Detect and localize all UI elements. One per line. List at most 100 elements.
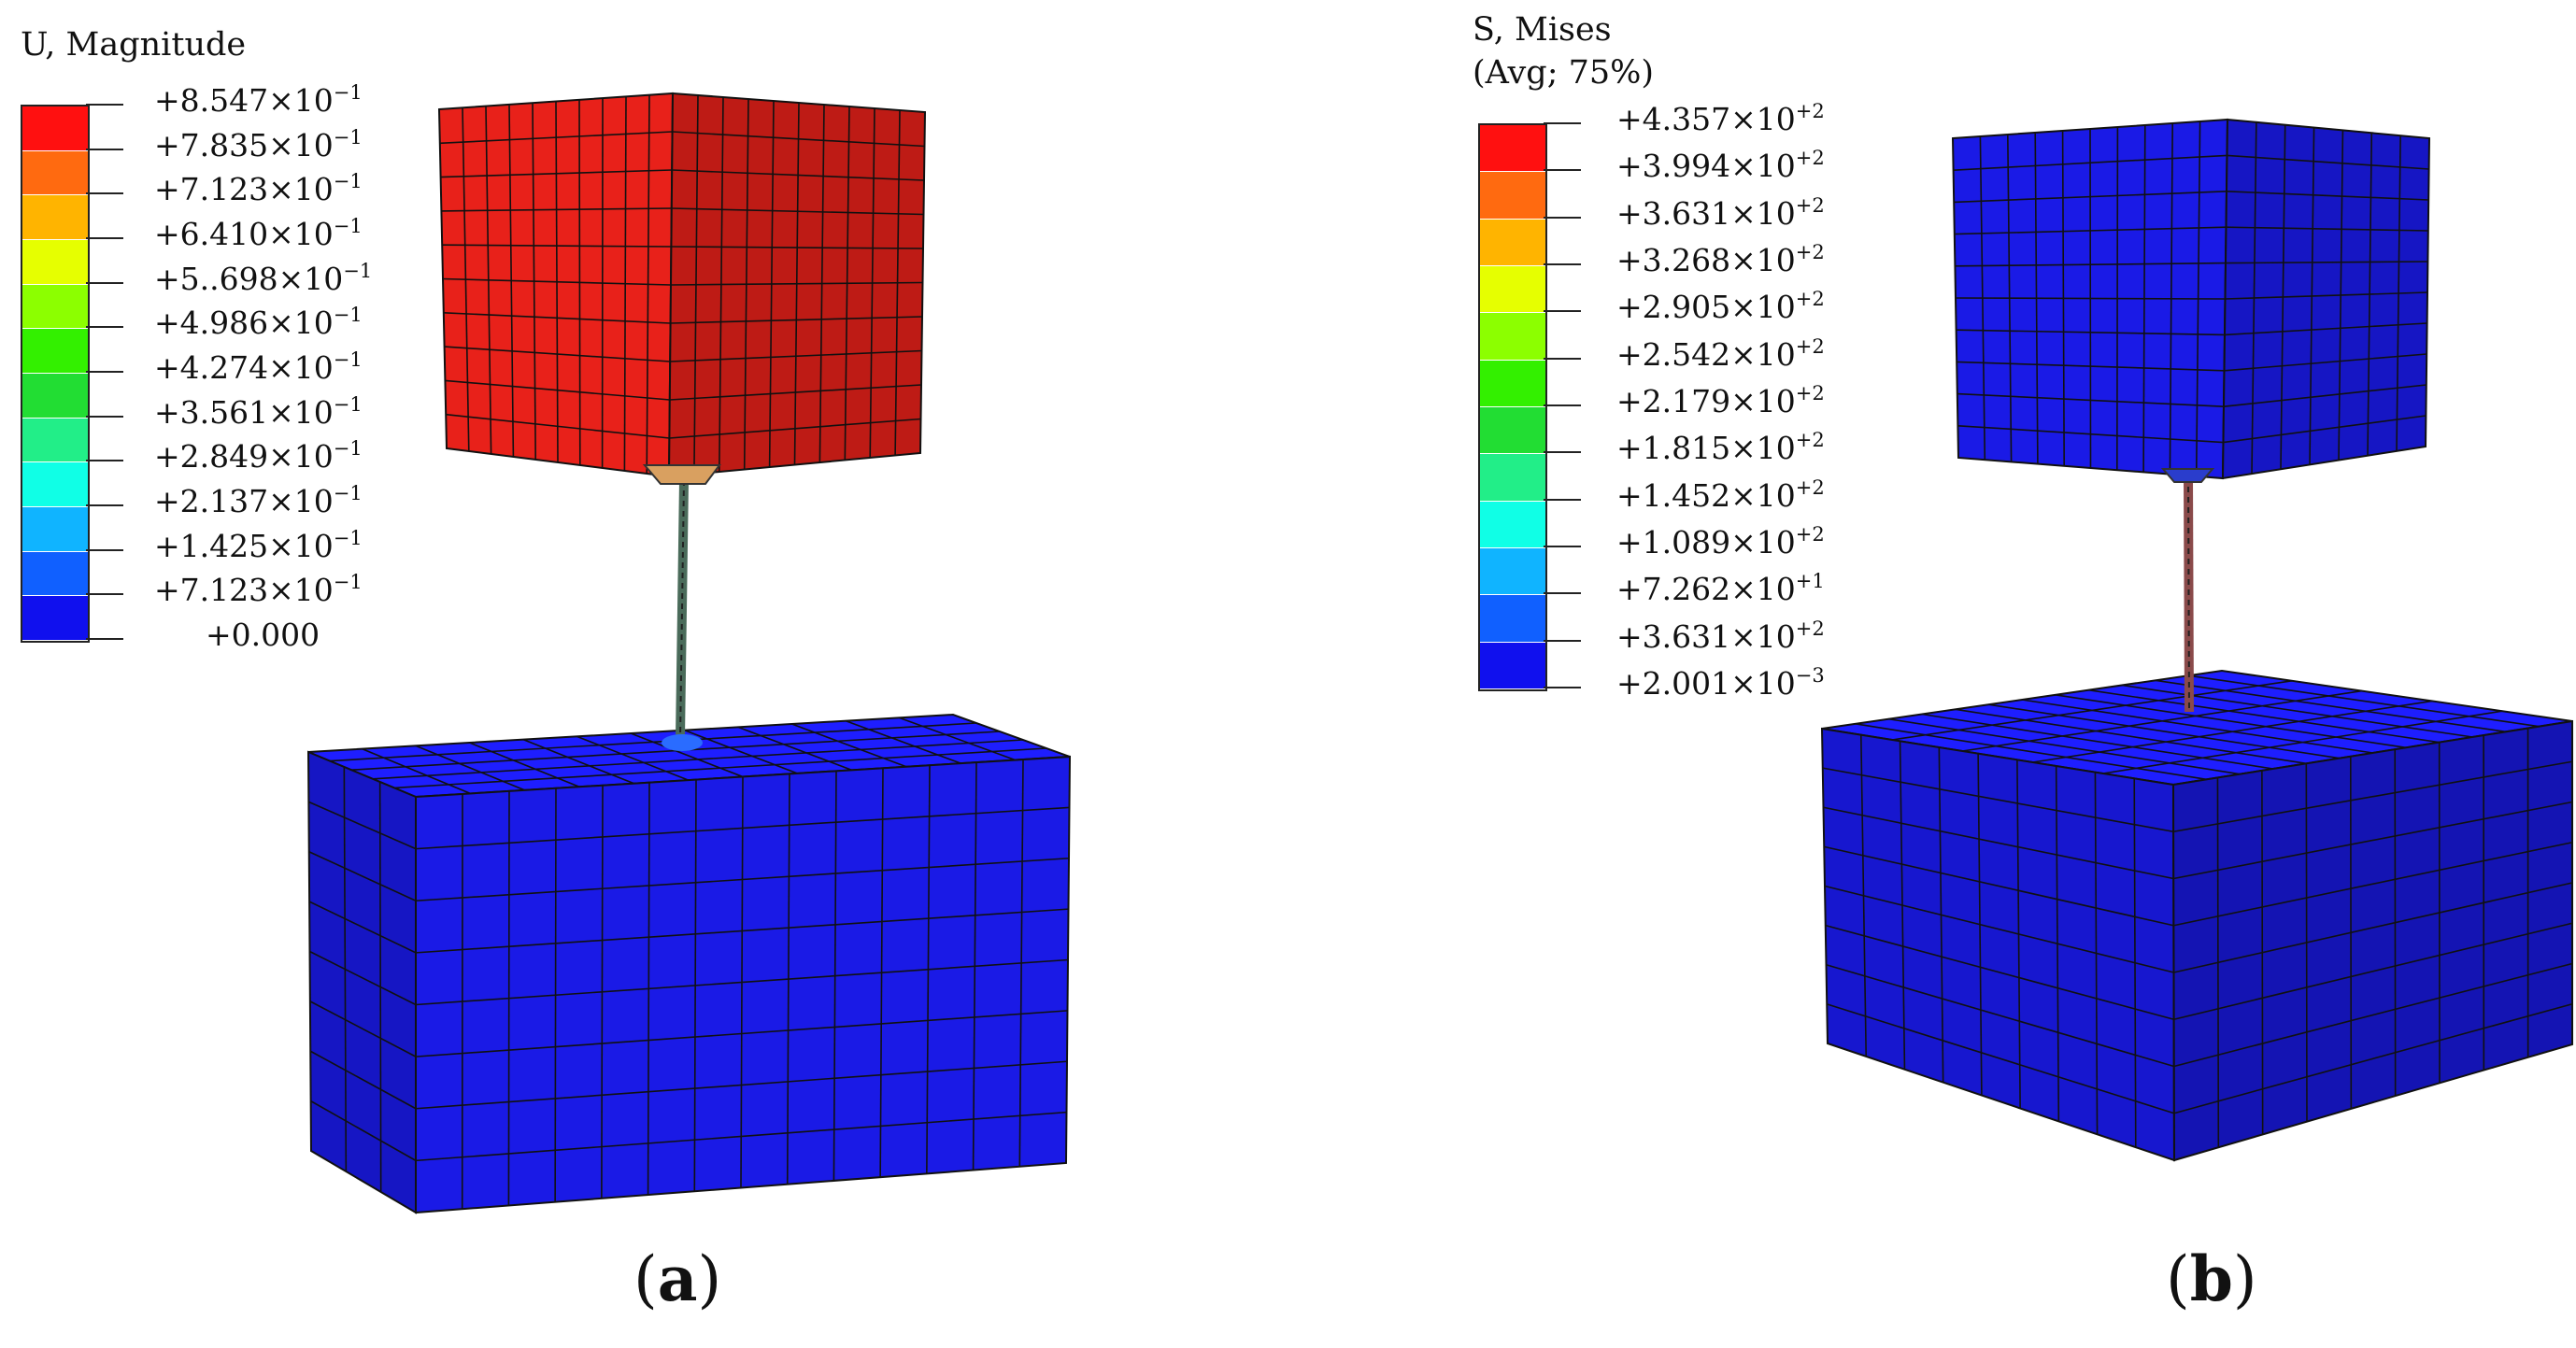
mesh-line: [2226, 226, 2428, 232]
mesh-line: [415, 958, 1069, 1006]
legend-value-exponent: +2: [1795, 382, 1825, 404]
mesh-line: [469, 742, 580, 788]
legend-tick: [1544, 263, 1581, 265]
legend-value-mantissa: +8.547: [154, 82, 269, 119]
mesh-line: [2102, 710, 2503, 774]
legend-tick: [86, 548, 123, 551]
mesh-line: [670, 281, 923, 286]
rod-texture: [2187, 475, 2190, 713]
legend-times-ten: ×10: [268, 572, 334, 609]
rod-base-marker: [662, 734, 703, 751]
mesh-line: [440, 169, 673, 178]
mesh-line: [2223, 384, 2427, 407]
rod-collar: [642, 464, 721, 485]
mesh-line: [415, 745, 525, 791]
mesh-line: [2223, 415, 2427, 444]
mesh-line: [2225, 261, 2428, 264]
legend-tick-label: +2.179×10+2: [1616, 382, 1825, 419]
legend-times-ten: ×10: [1730, 383, 1796, 419]
lower-block-right-face-fill: [415, 755, 1072, 1214]
legend-value-exponent: −1: [333, 348, 363, 371]
legend-tick-label: +5..698×10−1: [154, 260, 372, 297]
mesh-line: [1824, 885, 2174, 973]
legend-swatch: [22, 284, 88, 330]
legend-tick-label: +1.452×10+2: [1616, 475, 1825, 513]
upper-block: [437, 92, 927, 478]
legend-value-mantissa: +7.262: [1616, 571, 1731, 608]
panel-b: S, Mises (Avg; 75%) +4.357×10+2 +3.994×10…: [1288, 0, 2576, 1348]
legend-times-ten: ×10: [278, 260, 344, 297]
legend-tick-label: +2.905×10+2: [1616, 288, 1825, 326]
legend-value-mantissa: +2.849: [154, 438, 269, 475]
legend-times-ten: ×10: [268, 216, 334, 252]
mesh-line: [630, 732, 744, 778]
mesh-line: [2173, 882, 2573, 973]
mesh-line: [2173, 1002, 2573, 1114]
lower-block-left-face-fill: [1820, 727, 2176, 1162]
legend-tick: [86, 104, 123, 106]
legend-value-exponent: −1: [333, 437, 363, 461]
mesh-line: [1955, 262, 2227, 267]
legend-value-exponent: −1: [333, 482, 363, 504]
fea-model-diagram: [306, 92, 1072, 1214]
mesh-line: [2188, 674, 2540, 728]
mesh-line: [672, 131, 925, 148]
legend-times-ten: ×10: [1730, 148, 1796, 185]
legend-tick-label: +2.542×10+2: [1616, 335, 1825, 373]
mesh-line: [1954, 226, 2227, 235]
lower-block-right-face: [2171, 719, 2573, 1162]
legend-times-ten: ×10: [1730, 194, 1796, 232]
legend-swatch: [1480, 219, 1545, 266]
mesh-line: [1824, 845, 2174, 927]
legend-tick: [86, 415, 123, 418]
mesh-line: [2173, 801, 2573, 880]
legend-swatch: [22, 507, 88, 552]
legend-tick: [1544, 546, 1581, 547]
legend-times-ten: ×10: [268, 438, 334, 475]
legend-value-exponent: +1: [1795, 570, 1825, 593]
legend-value-mantissa: +3.268: [1616, 242, 1731, 278]
legend-value-exponent: +2: [1795, 288, 1825, 311]
legend-times-ten: ×10: [1730, 335, 1796, 373]
legend-tick-label: +3.994×10+2: [1616, 149, 1825, 183]
legend-value-mantissa: +2.905: [1616, 289, 1731, 326]
mesh-line: [1855, 723, 2207, 781]
mesh-line: [1827, 1003, 2175, 1114]
mesh-line: [2055, 694, 2407, 749]
legend-times-ten: ×10: [1730, 617, 1796, 655]
legend-value-exponent: +2: [1795, 241, 1825, 263]
legend-times-ten: ×10: [1730, 242, 1796, 278]
mesh-line: [2032, 700, 2433, 763]
legend-swatch: [1480, 125, 1545, 173]
legend-tick-label: +7.835×10−1: [154, 127, 363, 163]
mesh-line: [672, 169, 925, 181]
legend-tick-label: +8.547×10−1: [154, 82, 363, 119]
legend-times-ten: ×10: [1730, 101, 1796, 137]
mesh-line: [1892, 680, 2293, 741]
mesh-line: [1921, 713, 2273, 770]
legend-tick-label: +4.274×10−1: [154, 348, 363, 386]
legend-tick-label: +7.123×10−1: [154, 172, 363, 206]
mesh-line: [1957, 361, 2225, 372]
legend-times-ten: ×10: [268, 349, 334, 386]
legend-value-exponent: +2: [1795, 475, 1825, 499]
lower-block-left-face: [306, 750, 417, 1214]
legend-times-ten: ×10: [1730, 289, 1796, 326]
legend-times-ten: ×10: [268, 527, 334, 564]
legend-swatch: [1480, 642, 1545, 689]
legend-tick-label: +2.137×10−1: [154, 482, 363, 518]
legend-title: U, Magnitude: [21, 26, 247, 64]
legend-subtitle: (Avg; 75%): [1473, 54, 1655, 92]
legend-tick: [86, 638, 123, 640]
legend-tick: [1544, 451, 1581, 454]
legend-tick: [86, 460, 123, 462]
lower-block-right-face: [415, 755, 1072, 1214]
mesh-line: [441, 207, 672, 212]
legend-swatch: [1480, 172, 1545, 220]
mesh-line: [329, 722, 977, 762]
legend-value-mantissa: +1.089: [1616, 524, 1731, 560]
upper-block-side-face: [2221, 118, 2431, 480]
legend-tick: [1544, 310, 1581, 313]
legend-swatch: [22, 596, 88, 641]
mesh-line: [1823, 806, 2174, 880]
